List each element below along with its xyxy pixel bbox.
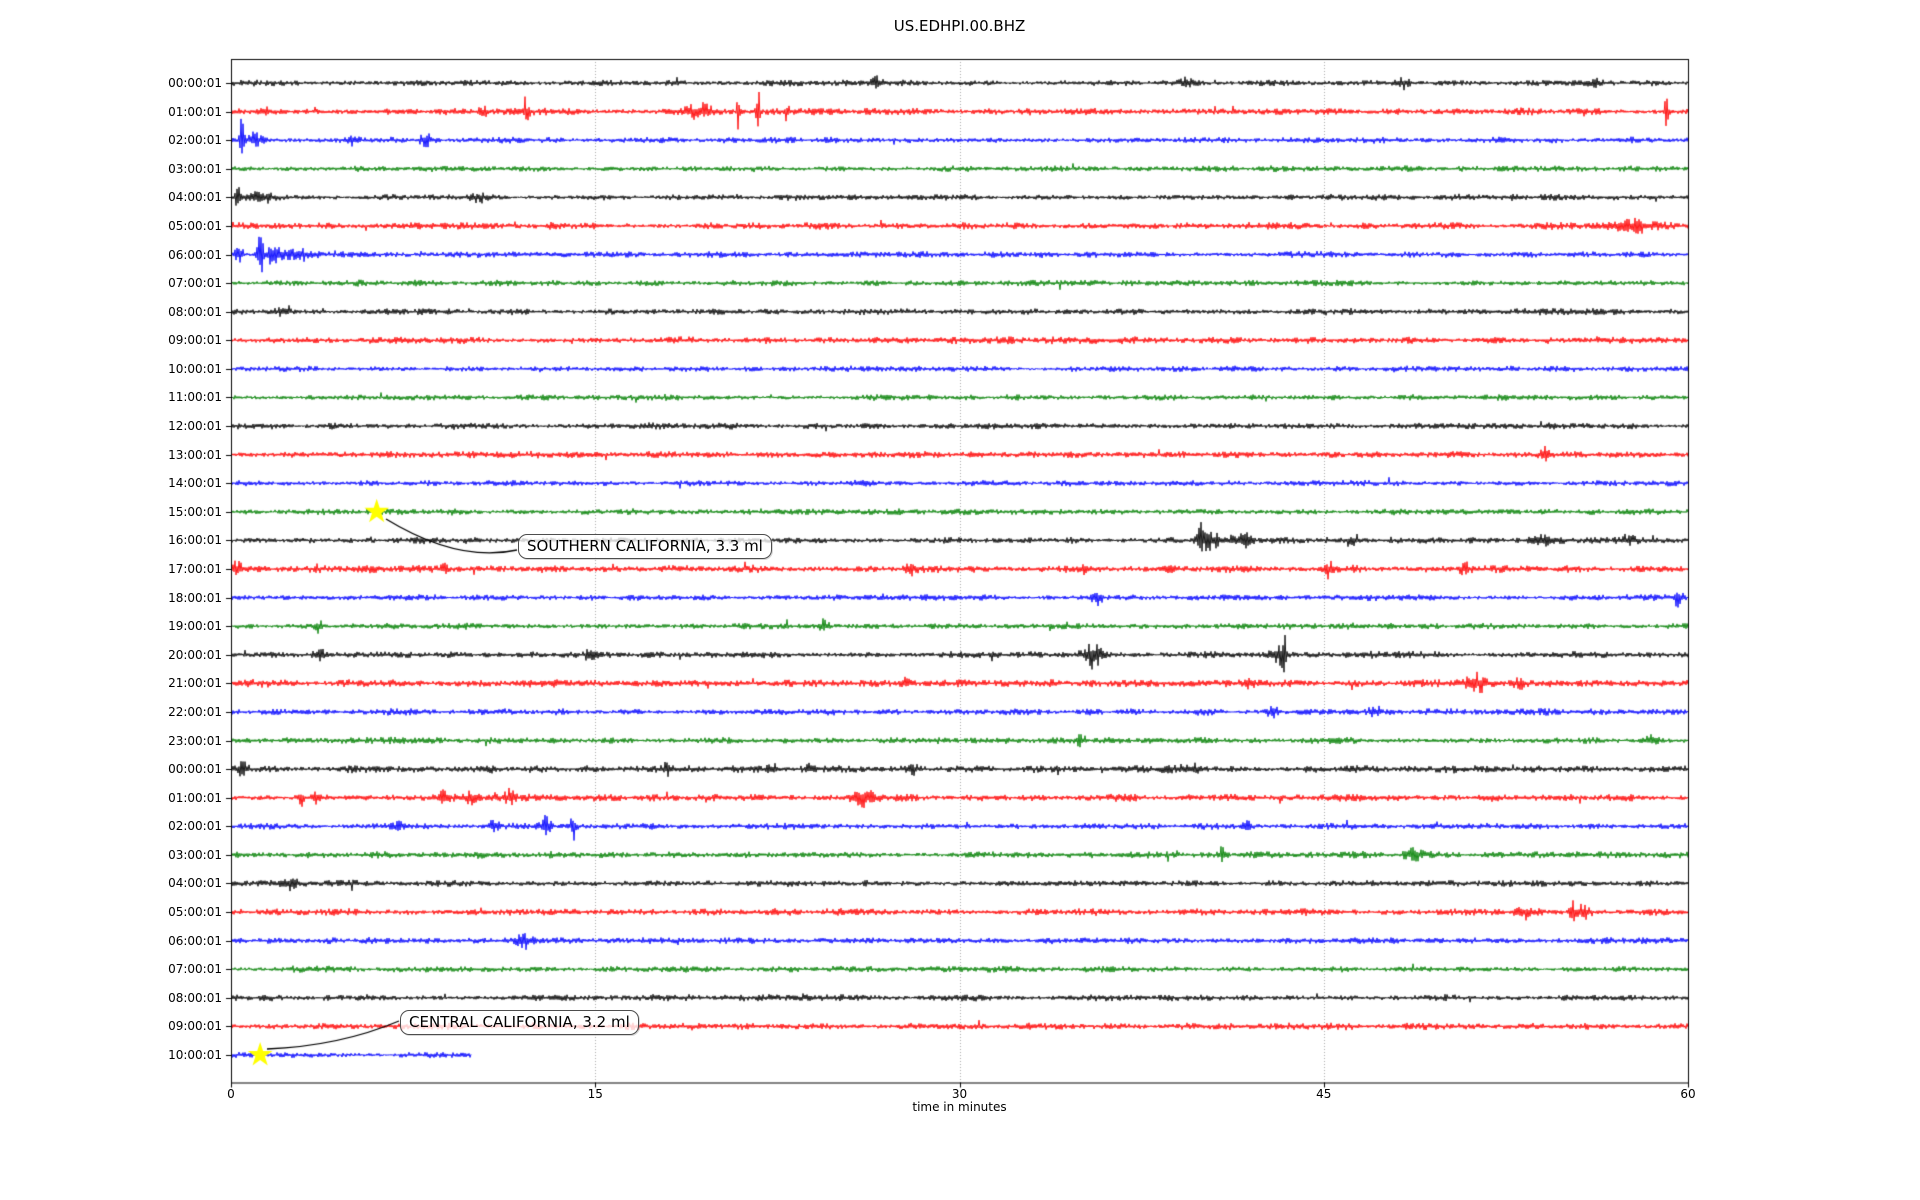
trace-start-time-label: 01:00:01 <box>168 790 222 805</box>
trace-start-time-label: 05:00:01 <box>168 905 222 920</box>
trace-start-time-label: 07:00:01 <box>168 276 222 291</box>
trace-start-time-label: 12:00:01 <box>168 419 222 434</box>
chart-title: US.EDHPI.00.BHZ <box>893 17 1026 35</box>
trace-start-time-label: 02:00:01 <box>168 133 222 148</box>
trace-start-time-label: 01:00:01 <box>168 104 222 119</box>
x-tick-label: 60 <box>1680 1087 1696 1101</box>
event-annotation-label: CENTRAL CALIFORNIA, 3.2 ml <box>400 1010 639 1035</box>
trace-start-time-label: 06:00:01 <box>168 933 222 948</box>
trace-start-time-label: 03:00:01 <box>168 161 222 176</box>
trace-start-time-label: 04:00:01 <box>168 190 222 205</box>
trace-start-time-label: 08:00:01 <box>168 990 222 1005</box>
trace-start-time-label: 06:00:01 <box>168 247 222 262</box>
trace-start-time-label: 04:00:01 <box>168 876 222 891</box>
trace-start-time-label: 11:00:01 <box>168 390 222 405</box>
x-tick-label: 0 <box>227 1087 235 1101</box>
trace-start-time-label: 10:00:01 <box>168 361 222 376</box>
event-annotation-label: SOUTHERN CALIFORNIA, 3.3 ml <box>518 534 772 559</box>
trace-start-time-label: 17:00:01 <box>168 561 222 576</box>
x-tick-label: 30 <box>951 1087 968 1101</box>
trace-start-time-label: 09:00:01 <box>168 333 222 348</box>
trace-start-time-label: 07:00:01 <box>168 962 222 977</box>
trace-start-time-label: 20:00:01 <box>168 647 222 662</box>
trace-start-time-label: 05:00:01 <box>168 218 222 233</box>
trace-start-time-label: 22:00:01 <box>168 704 222 719</box>
x-tick-label: 15 <box>587 1087 603 1101</box>
trace-start-time-label: 16:00:01 <box>168 533 222 548</box>
x-axis-label: time in minutes <box>912 1100 1007 1114</box>
trace-start-time-label: 18:00:01 <box>168 590 222 605</box>
trace-start-time-label: 21:00:01 <box>168 676 222 691</box>
trace-start-time-label: 19:00:01 <box>168 619 222 634</box>
trace-start-time-label: 02:00:01 <box>168 819 222 834</box>
trace-start-time-label: 09:00:01 <box>168 1019 222 1034</box>
trace-start-time-label: 08:00:01 <box>168 304 222 319</box>
trace-start-time-label: 15:00:01 <box>168 504 222 519</box>
x-tick-label: 45 <box>1316 1087 1332 1101</box>
trace-start-time-label: 23:00:01 <box>168 733 222 748</box>
trace-start-time-label: 14:00:01 <box>168 476 222 491</box>
trace-start-time-label: 10:00:01 <box>168 1047 222 1062</box>
trace-start-time-label: 03:00:01 <box>168 847 222 862</box>
trace-start-time-label: 00:00:01 <box>168 76 222 90</box>
trace-start-time-label: 13:00:01 <box>168 447 222 462</box>
trace-start-time-label: 00:00:01 <box>168 762 222 777</box>
